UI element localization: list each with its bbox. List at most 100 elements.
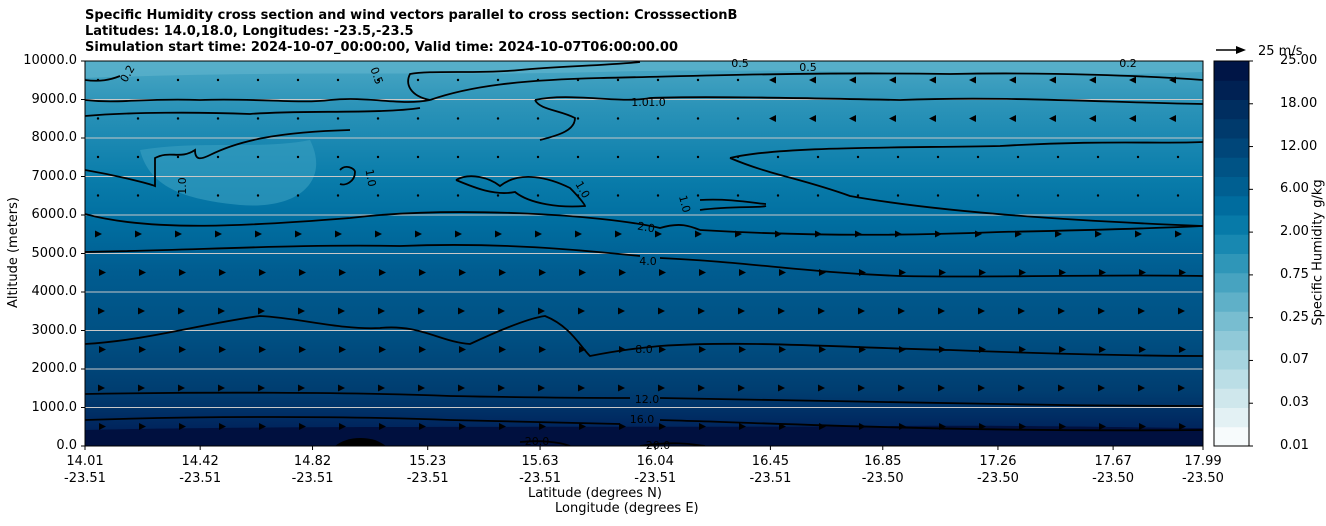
contour-label: 1.0 — [648, 96, 666, 109]
wind-arrow — [1018, 307, 1025, 315]
x-tick-lat: 17.26 — [979, 454, 1017, 469]
x-tick-label: 15.63 -23.51 — [500, 453, 580, 487]
colorbar-segment — [1214, 138, 1249, 158]
wind-arrow — [576, 194, 580, 197]
wind-arrow — [1019, 423, 1026, 430]
wind-arrow — [1176, 155, 1180, 159]
wind-arrow — [939, 346, 946, 353]
wind-arrow — [99, 423, 106, 430]
wind-arrow — [929, 115, 936, 122]
wind-arrow — [618, 384, 625, 392]
x-tick-lat: 15.63 — [521, 454, 559, 469]
wind-arrow — [696, 78, 700, 82]
wind-arrow — [1179, 346, 1186, 353]
wind-arrow — [809, 115, 816, 122]
wind-arrow — [136, 117, 140, 120]
wind-arrow — [379, 346, 386, 353]
wind-arrow — [538, 307, 545, 315]
wind-reference-label: 25 m/s — [1258, 44, 1303, 59]
wind-arrow — [416, 155, 420, 159]
wind-arrow — [1015, 230, 1022, 238]
wind-arrow — [576, 78, 580, 82]
wind-arrow — [536, 78, 540, 82]
wind-arrow — [459, 269, 466, 276]
wind-arrow — [809, 76, 816, 84]
wind-arrow — [1016, 155, 1020, 159]
wind-arrow — [216, 117, 220, 120]
wind-arrow — [538, 384, 545, 392]
chart-subtitle-coordinates: Latitudes: 14.0,18.0, Longitudes: -23.5,… — [85, 24, 414, 39]
wind-arrow — [1049, 76, 1056, 84]
wind-arrow — [779, 423, 786, 430]
band-dry-patch — [140, 140, 317, 206]
colorbar-segment — [1214, 426, 1249, 447]
contour-label: 0.2 — [1119, 57, 1137, 70]
wind-arrow — [178, 384, 185, 392]
wind-arrow — [339, 346, 346, 353]
x-tick-label: 16.45 -23.51 — [730, 453, 810, 487]
wind-arrow — [375, 230, 382, 238]
wind-arrow — [296, 194, 300, 197]
wind-arrow — [739, 423, 746, 430]
x-tick-lat: 14.01 — [66, 454, 104, 469]
wind-arrow — [498, 307, 505, 315]
y-tick-label: 4000.0 — [31, 284, 78, 299]
colorbar-tick-label: 25.00 — [1280, 53, 1318, 68]
wind-arrow — [979, 269, 986, 276]
wind-arrow — [776, 155, 780, 159]
wind-arrow — [1138, 307, 1145, 315]
wind-arrow — [296, 117, 300, 120]
wind-arrow — [176, 78, 180, 82]
wind-arrow — [536, 155, 540, 159]
wind-arrow — [889, 115, 896, 122]
wind-arrow — [258, 307, 265, 315]
x-tick-lon: -23.51 — [406, 471, 449, 486]
contour-label: 8.0 — [635, 343, 653, 356]
wind-arrow — [536, 117, 540, 120]
wind-arrow — [539, 423, 546, 430]
wind-arrow — [736, 78, 740, 82]
wind-arrow — [496, 117, 500, 120]
x-tick-lat: 16.04 — [636, 454, 674, 469]
wind-arrow — [379, 269, 386, 276]
contour-line — [85, 129, 351, 188]
wind-arrow — [738, 384, 745, 392]
wind-arrow — [1169, 76, 1176, 84]
wind-arrow — [815, 230, 822, 238]
x-tick-lon: -23.51 — [519, 471, 562, 486]
wind-arrow — [336, 78, 340, 82]
wind-arrow — [579, 423, 586, 430]
wind-arrow — [1059, 423, 1066, 430]
y-tick-label: 7000.0 — [31, 168, 78, 184]
wind-arrow — [816, 155, 820, 159]
wind-arrow — [376, 194, 380, 197]
wind-arrow — [499, 346, 506, 353]
wind-arrow — [419, 346, 426, 353]
wind-arrow — [576, 117, 580, 120]
wind-arrow — [458, 307, 465, 315]
wind-arrow — [1059, 346, 1066, 353]
colorbar-tick-label: 0.75 — [1280, 266, 1309, 282]
wind-arrow — [1129, 115, 1136, 122]
wind-arrow — [659, 346, 666, 353]
wind-arrow — [619, 346, 626, 353]
wind-arrow — [898, 307, 905, 315]
x-tick-lon: -23.51 — [634, 471, 677, 486]
wind-arrow — [338, 307, 345, 315]
wind-arrow — [1096, 155, 1100, 159]
colorbar-segment — [1214, 157, 1249, 177]
contour-line — [429, 72, 1203, 101]
wind-arrow — [216, 194, 220, 197]
wind-arrow — [176, 117, 180, 120]
wind-arrow — [778, 384, 785, 392]
wind-arrow — [335, 230, 342, 238]
wind-arrow — [696, 117, 700, 120]
wind-arrow — [1138, 384, 1145, 392]
x-tick-label: 14.42 -23.51 — [160, 453, 240, 487]
contour-line — [534, 96, 1203, 105]
wind-arrow — [178, 307, 185, 315]
colorbar-segment — [1214, 388, 1249, 408]
wind-arrow — [736, 117, 740, 120]
wind-arrow — [896, 194, 900, 197]
wind-arrow — [816, 194, 820, 197]
